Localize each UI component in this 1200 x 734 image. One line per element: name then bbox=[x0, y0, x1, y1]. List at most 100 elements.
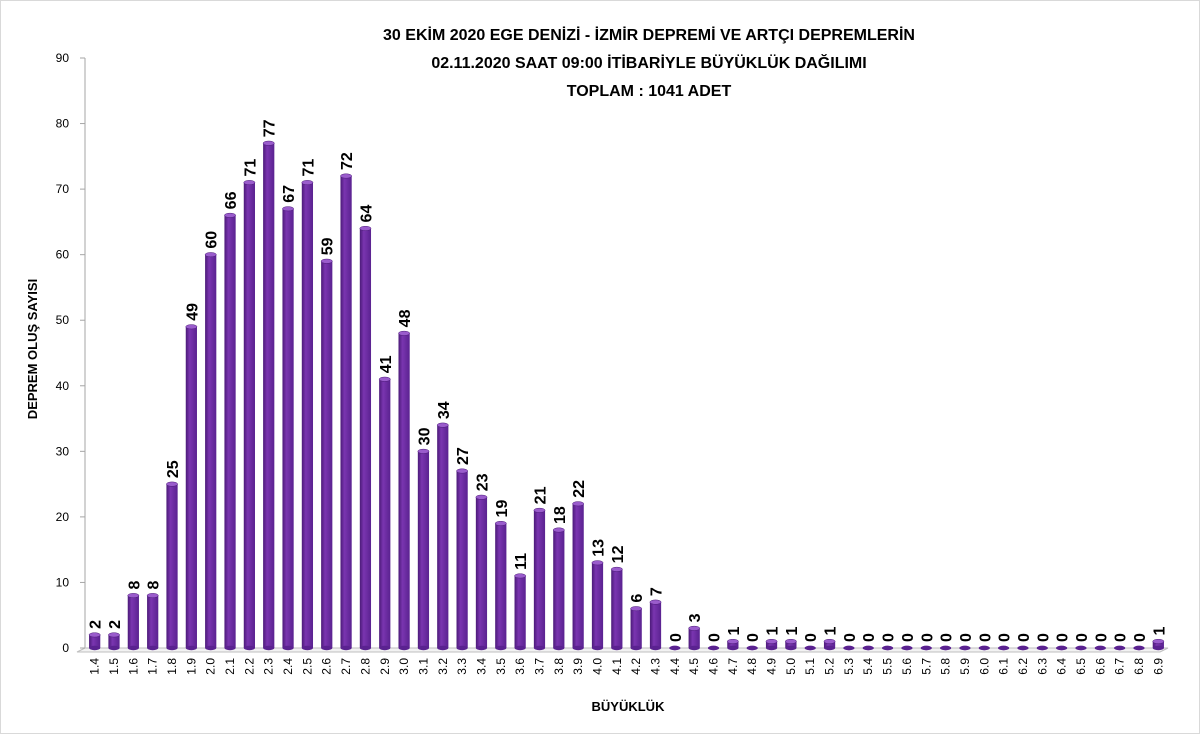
bar-top-cap bbox=[688, 625, 701, 631]
x-tick-label: 3.4 bbox=[474, 658, 488, 675]
x-tick-label: 5.4 bbox=[861, 658, 875, 675]
bar-base-cap bbox=[1133, 645, 1145, 651]
y-tick-label: 0 bbox=[62, 641, 69, 655]
x-tick-label: 2.3 bbox=[262, 658, 276, 675]
y-tick-label: 80 bbox=[56, 117, 70, 131]
data-label: 0 bbox=[668, 633, 685, 642]
x-tick-label: 2.7 bbox=[339, 658, 353, 675]
data-label: 71 bbox=[242, 159, 259, 177]
bar bbox=[765, 641, 778, 648]
x-tick-label: 5.9 bbox=[958, 658, 972, 675]
bar-base-cap bbox=[185, 645, 197, 651]
bar-base-cap bbox=[147, 645, 159, 651]
x-tick-label: 2.1 bbox=[223, 658, 237, 675]
bar-base-cap bbox=[166, 645, 178, 651]
data-label: 0 bbox=[997, 633, 1014, 642]
data-label: 1 bbox=[784, 626, 801, 635]
x-tick-label: 3.9 bbox=[571, 658, 585, 675]
y-axis-title: DEPREM OLUŞ SAYISI bbox=[25, 279, 40, 419]
bar-top-cap bbox=[301, 180, 314, 186]
bar bbox=[456, 471, 468, 648]
bar-base-cap bbox=[1036, 645, 1048, 651]
x-tick-label: 6.3 bbox=[1035, 658, 1049, 675]
bar-top-cap bbox=[146, 593, 159, 599]
bar-base-cap bbox=[591, 645, 604, 651]
bar bbox=[533, 510, 546, 648]
bar-base-cap bbox=[533, 645, 546, 651]
bar-base-cap bbox=[475, 645, 488, 651]
x-axis-title: BÜYÜKLÜK bbox=[592, 699, 666, 714]
x-tick-label: 5.1 bbox=[803, 658, 817, 675]
data-label: 0 bbox=[919, 633, 936, 642]
bar-top-cap bbox=[591, 560, 604, 566]
bar-base-cap bbox=[456, 645, 468, 651]
x-tick-label: 3.7 bbox=[532, 658, 546, 675]
data-label: 34 bbox=[436, 401, 453, 419]
data-label: 0 bbox=[1016, 633, 1033, 642]
data-label: 0 bbox=[1035, 633, 1052, 642]
x-tick-label: 1.7 bbox=[146, 658, 160, 675]
bar-base-cap bbox=[572, 645, 584, 651]
bar-base-cap bbox=[998, 645, 1010, 651]
chart-title-line-3: TOPLAM : 1041 ADET bbox=[567, 83, 732, 100]
data-label: 23 bbox=[474, 473, 491, 491]
x-tick-label: 6.8 bbox=[1132, 658, 1146, 675]
x-tick-label: 4.0 bbox=[590, 658, 604, 675]
bar bbox=[379, 379, 391, 648]
data-label: 6 bbox=[629, 594, 646, 603]
data-label: 60 bbox=[204, 231, 221, 249]
data-label: 19 bbox=[494, 500, 511, 518]
bar-top-cap bbox=[340, 173, 352, 179]
bar bbox=[398, 333, 410, 648]
bar-base-cap bbox=[959, 645, 971, 651]
bar bbox=[591, 562, 604, 648]
data-label: 77 bbox=[262, 119, 279, 137]
bar-base-cap bbox=[939, 645, 952, 651]
x-tick-label: 2.8 bbox=[358, 658, 372, 675]
bar-top-cap bbox=[610, 566, 623, 572]
bar-base-cap bbox=[1056, 645, 1068, 651]
bar-base-cap bbox=[108, 645, 120, 651]
x-tick-label: 5.8 bbox=[939, 658, 953, 675]
y-tick-label: 30 bbox=[56, 444, 70, 458]
data-label: 1 bbox=[1151, 626, 1168, 635]
bar-top-cap bbox=[224, 212, 236, 218]
bar-top-cap bbox=[765, 638, 778, 644]
bar-base-cap bbox=[224, 645, 236, 651]
bar-top-cap bbox=[417, 448, 430, 454]
data-label: 8 bbox=[126, 581, 143, 590]
data-label: 0 bbox=[958, 633, 975, 642]
bar bbox=[205, 254, 217, 648]
x-tick-label: 1.4 bbox=[88, 658, 102, 675]
data-label: 22 bbox=[571, 480, 588, 498]
bar-top-cap bbox=[649, 599, 662, 605]
bar-base-cap bbox=[553, 645, 565, 651]
x-tick-label: 6.5 bbox=[1074, 658, 1088, 675]
bar-base-cap bbox=[1114, 645, 1126, 651]
x-tick-label: 6.1 bbox=[997, 658, 1011, 675]
x-tick-label: 6.6 bbox=[1093, 658, 1107, 675]
x-tick-label: 4.8 bbox=[745, 658, 759, 675]
data-label: 25 bbox=[165, 460, 182, 478]
bar-top-cap bbox=[727, 638, 739, 644]
data-label: 2 bbox=[107, 620, 124, 629]
bar-base-cap bbox=[804, 645, 816, 651]
bar bbox=[514, 575, 526, 648]
bar-base-cap bbox=[707, 645, 720, 651]
bar-base-cap bbox=[514, 645, 526, 651]
x-tick-label: 3.1 bbox=[416, 658, 430, 675]
bar bbox=[301, 182, 314, 649]
bar-base-cap bbox=[89, 645, 101, 651]
bar bbox=[166, 484, 178, 648]
bar-top-cap bbox=[514, 573, 526, 579]
bar-base-cap bbox=[746, 645, 758, 651]
x-tick-label: 6.0 bbox=[977, 658, 991, 675]
y-tick-label: 10 bbox=[56, 575, 70, 589]
data-label: 0 bbox=[861, 633, 878, 642]
data-label: 7 bbox=[649, 587, 666, 596]
bar bbox=[785, 641, 797, 648]
bar bbox=[475, 497, 488, 648]
bar bbox=[572, 503, 584, 648]
bar bbox=[282, 208, 294, 648]
bar-base-cap bbox=[978, 645, 990, 651]
